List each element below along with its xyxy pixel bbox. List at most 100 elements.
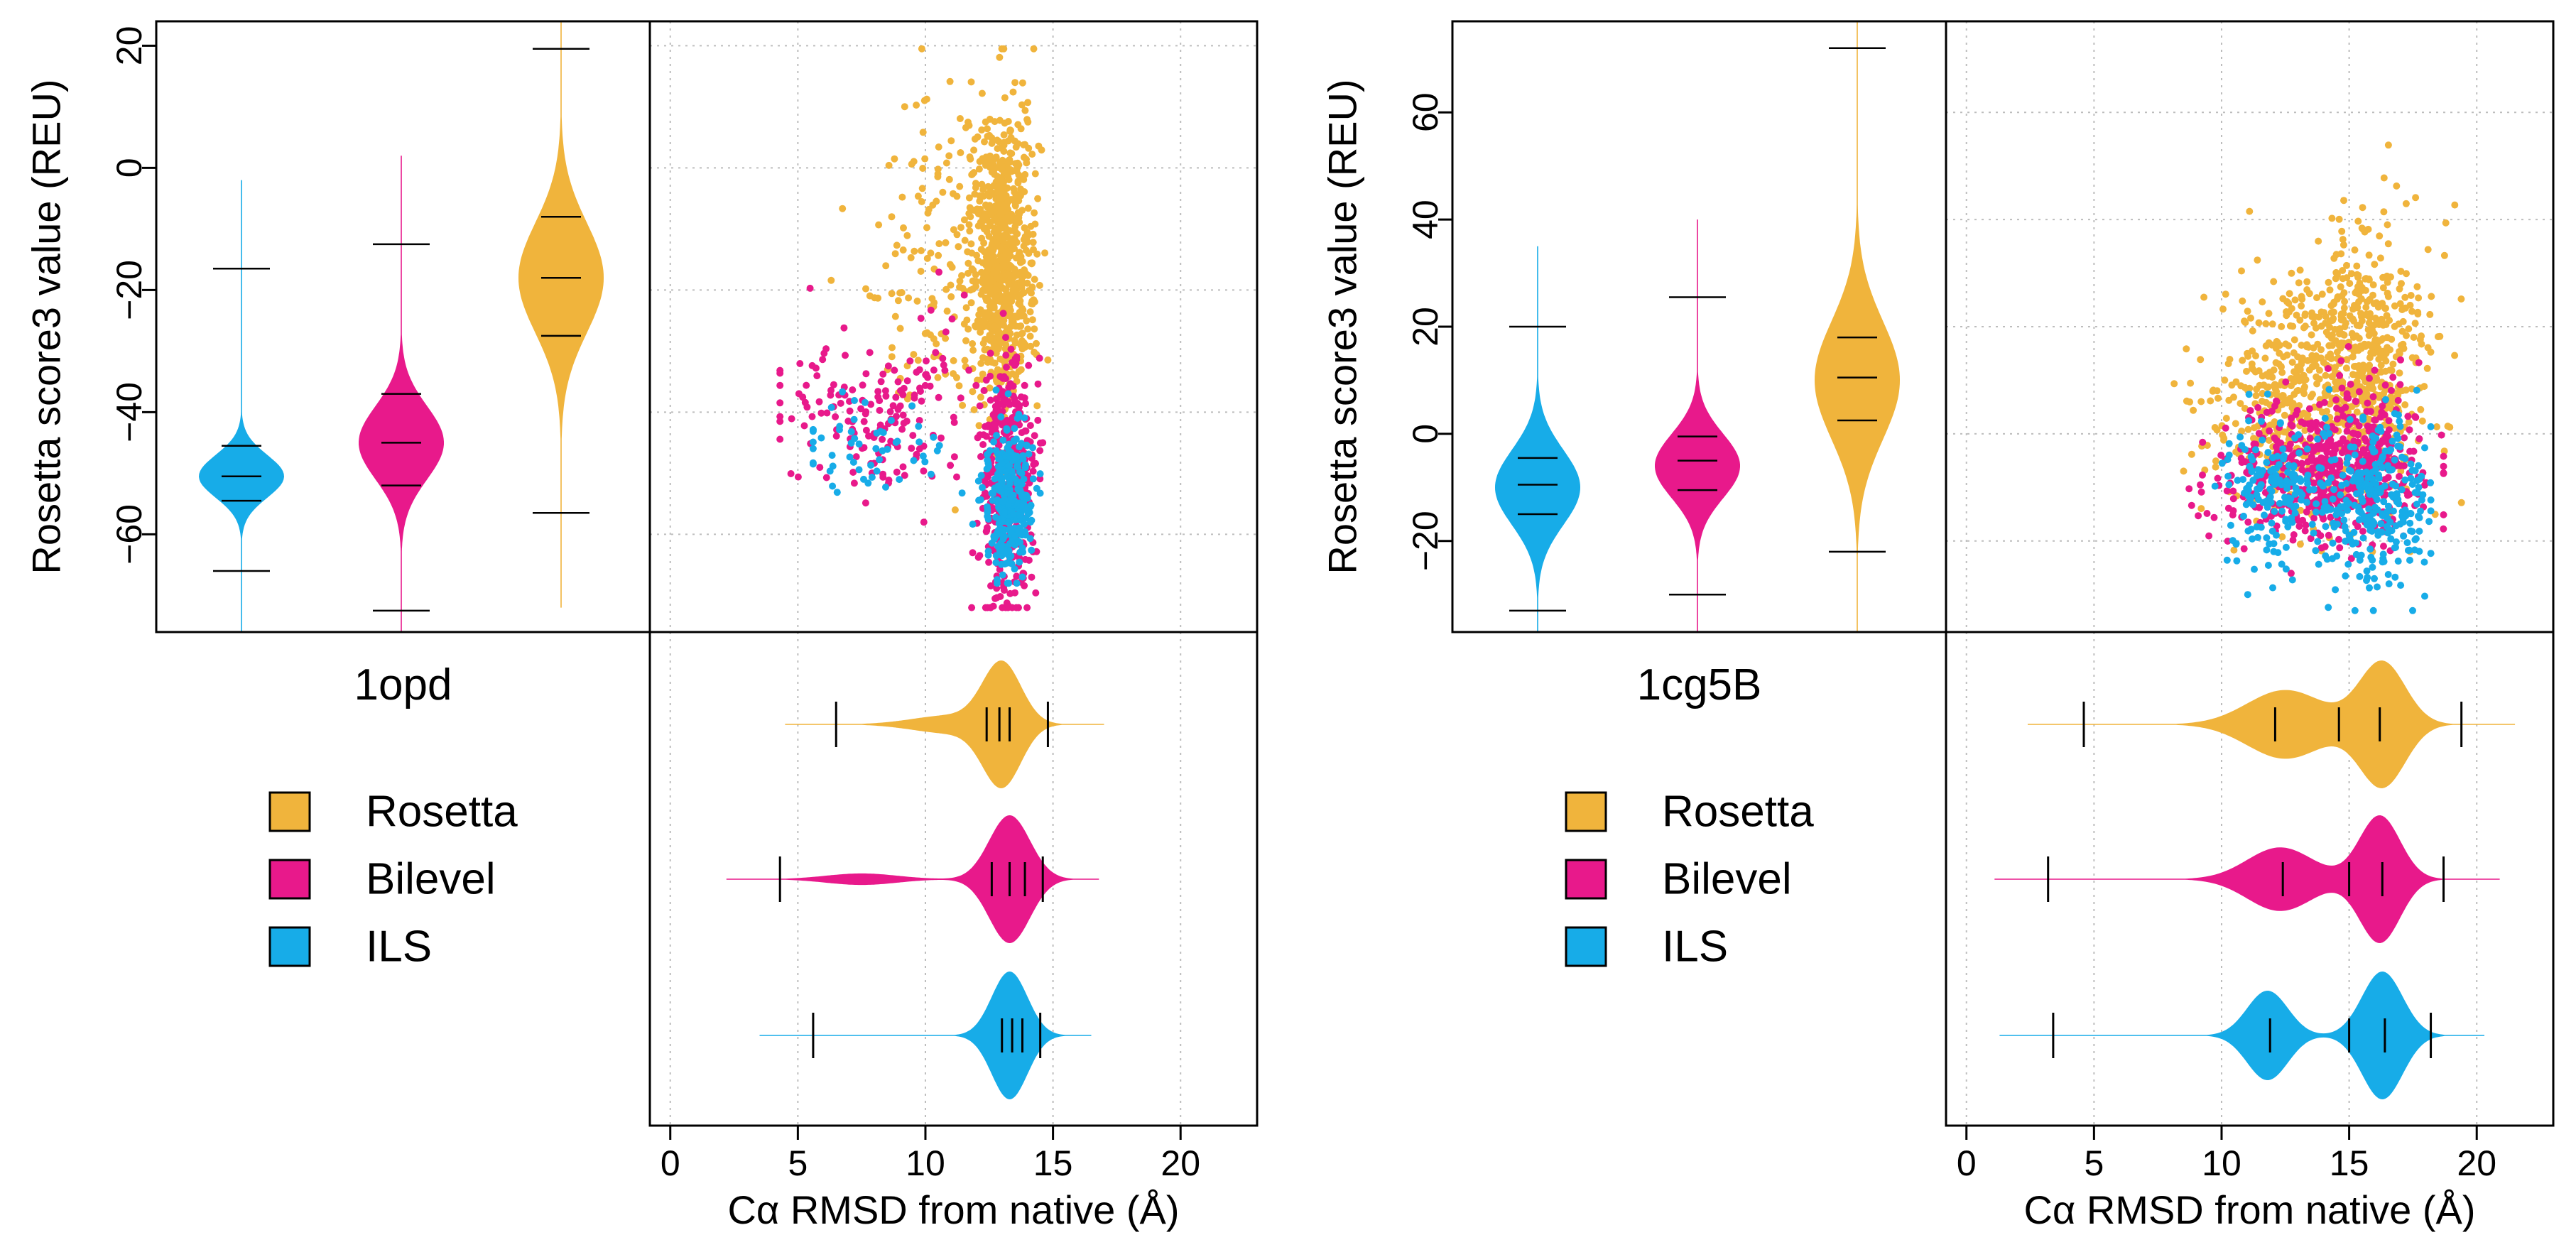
scatter-point-ils <box>829 482 837 490</box>
scatter-point-bilevel <box>2205 532 2213 540</box>
scatter-point-rosetta <box>1027 342 1035 350</box>
scatter-point-bilevel <box>922 371 930 379</box>
scatter-point-rosetta <box>2252 392 2260 400</box>
scatter-point-rosetta <box>2369 281 2377 289</box>
scatter-point-bilevel <box>862 370 870 378</box>
scatter-point-bilevel <box>879 370 887 378</box>
scatter-point-rosetta <box>1014 178 1022 185</box>
scatter-point-ils <box>2401 506 2409 514</box>
scatter-point-rosetta <box>979 217 987 225</box>
scatter-point-bilevel <box>819 356 827 364</box>
scatter-point-bilevel <box>900 384 908 392</box>
scatter-point-rosetta <box>946 77 954 85</box>
scatter-point-rosetta <box>2296 365 2304 372</box>
scatter-point-bilevel <box>2309 420 2317 428</box>
scatter-point-ils <box>1012 435 1020 443</box>
y-tick-label: −20 <box>109 260 149 320</box>
scatter-point-rosetta <box>996 53 1004 61</box>
scatter-point-bilevel <box>794 473 802 481</box>
scatter-point-rosetta <box>891 312 899 320</box>
scatter-point-ils <box>2384 508 2391 516</box>
violin-score-rosetta <box>518 21 604 608</box>
scatter-point-bilevel <box>2306 435 2314 442</box>
scatter-point-ils <box>2284 469 2292 476</box>
scatter-point-ils <box>2359 498 2366 506</box>
scatter-point-ils <box>849 458 857 466</box>
scatter-point-bilevel <box>2320 515 2327 523</box>
scatter-point-rosetta <box>2424 246 2432 254</box>
scatter-point-bilevel <box>939 354 947 362</box>
scatter-point-rosetta <box>985 232 993 240</box>
scatter-point-bilevel <box>2440 469 2447 477</box>
scatter-point-ils <box>2337 491 2344 499</box>
scatter-point-bilevel <box>2199 438 2207 446</box>
scatter-point-rosetta <box>2278 369 2286 376</box>
scatter-point-rosetta <box>2346 280 2354 288</box>
scatter-point-bilevel <box>2366 374 2373 382</box>
scatter-point-rosetta <box>2259 298 2266 306</box>
scatter-point-ils <box>2266 493 2274 501</box>
scatter-point-ils <box>2413 477 2421 484</box>
scatter-point-ils <box>2263 459 2271 467</box>
scatter-point-bilevel <box>2255 430 2263 437</box>
scatter-point-bilevel <box>879 470 887 478</box>
scatter-point-rosetta <box>2197 356 2205 364</box>
scatter-point-bilevel <box>860 418 868 425</box>
scatter-point-ils <box>1029 475 1037 483</box>
scatter-point-ils <box>2251 446 2259 454</box>
scatter-point-rosetta <box>2301 312 2309 319</box>
scatter-point-ils <box>2419 491 2427 499</box>
scatter-point-rosetta <box>2332 251 2340 259</box>
scatter-point-rosetta <box>1018 337 1026 344</box>
scatter-point-ils <box>2393 431 2401 439</box>
scatter-point-ils <box>879 447 886 455</box>
scatter-point-bilevel <box>1030 461 1038 469</box>
scatter-point-ils <box>887 417 895 424</box>
scatter-point-bilevel <box>2290 531 2298 538</box>
scatter-point-rosetta <box>978 126 986 134</box>
scatter-point-bilevel <box>2241 458 2249 466</box>
scatter-point-ils <box>2359 413 2367 421</box>
scatter-point-rosetta <box>978 234 986 242</box>
scatter-point-ils <box>2392 543 2399 551</box>
scatter-point-ils <box>2399 515 2407 523</box>
scatter-point-ils <box>2312 508 2320 516</box>
scatter-point-rosetta <box>2330 308 2337 316</box>
scatter-point-ils <box>1020 493 1027 501</box>
scatter-point-rosetta <box>969 388 977 396</box>
scatter-point-rosetta <box>2281 428 2288 436</box>
scatter-point-ils <box>2391 573 2399 581</box>
scatter-point-bilevel <box>2322 442 2330 450</box>
scatter-point-rosetta <box>2362 303 2370 311</box>
scatter-point-rosetta <box>981 275 989 283</box>
scatter-point-ils <box>2401 476 2409 484</box>
scatter-point-ils <box>969 521 977 528</box>
scatter-point-ils <box>2259 436 2266 444</box>
scatter-point-ils <box>867 462 875 469</box>
scatter-point-bilevel <box>917 315 925 322</box>
scatter-point-ils <box>997 413 1005 420</box>
scatter-point-rosetta <box>943 308 951 315</box>
scatter-point-bilevel <box>2287 420 2295 428</box>
scatter-point-rosetta <box>1025 144 1033 152</box>
scatter-point-rosetta <box>2247 314 2254 322</box>
scatter-point-rosetta <box>2238 428 2246 435</box>
scatter-point-rosetta <box>2407 292 2415 299</box>
scatter-point-rosetta <box>951 506 959 513</box>
scatter-point-rosetta <box>2296 316 2304 324</box>
scatter-point-rosetta <box>1023 279 1031 287</box>
scatter-point-bilevel <box>2440 525 2447 533</box>
scatter-point-bilevel <box>813 372 821 380</box>
scatter-point-rosetta <box>2391 322 2398 330</box>
scatter-point-rosetta <box>1026 308 1034 316</box>
scatter-point-ils <box>2389 493 2397 501</box>
scatter-point-rosetta <box>2337 316 2345 324</box>
scatter-point-rosetta <box>2197 505 2205 513</box>
scatter-point-rosetta <box>2387 273 2394 281</box>
scatter-point-rosetta <box>955 243 962 251</box>
scatter-point-rosetta <box>966 153 974 160</box>
scatter-point-rosetta <box>982 118 989 126</box>
scatter-point-rosetta <box>1000 131 1008 138</box>
scatter-point-rosetta <box>2273 391 2281 398</box>
scatter-point-ils <box>2333 506 2340 514</box>
